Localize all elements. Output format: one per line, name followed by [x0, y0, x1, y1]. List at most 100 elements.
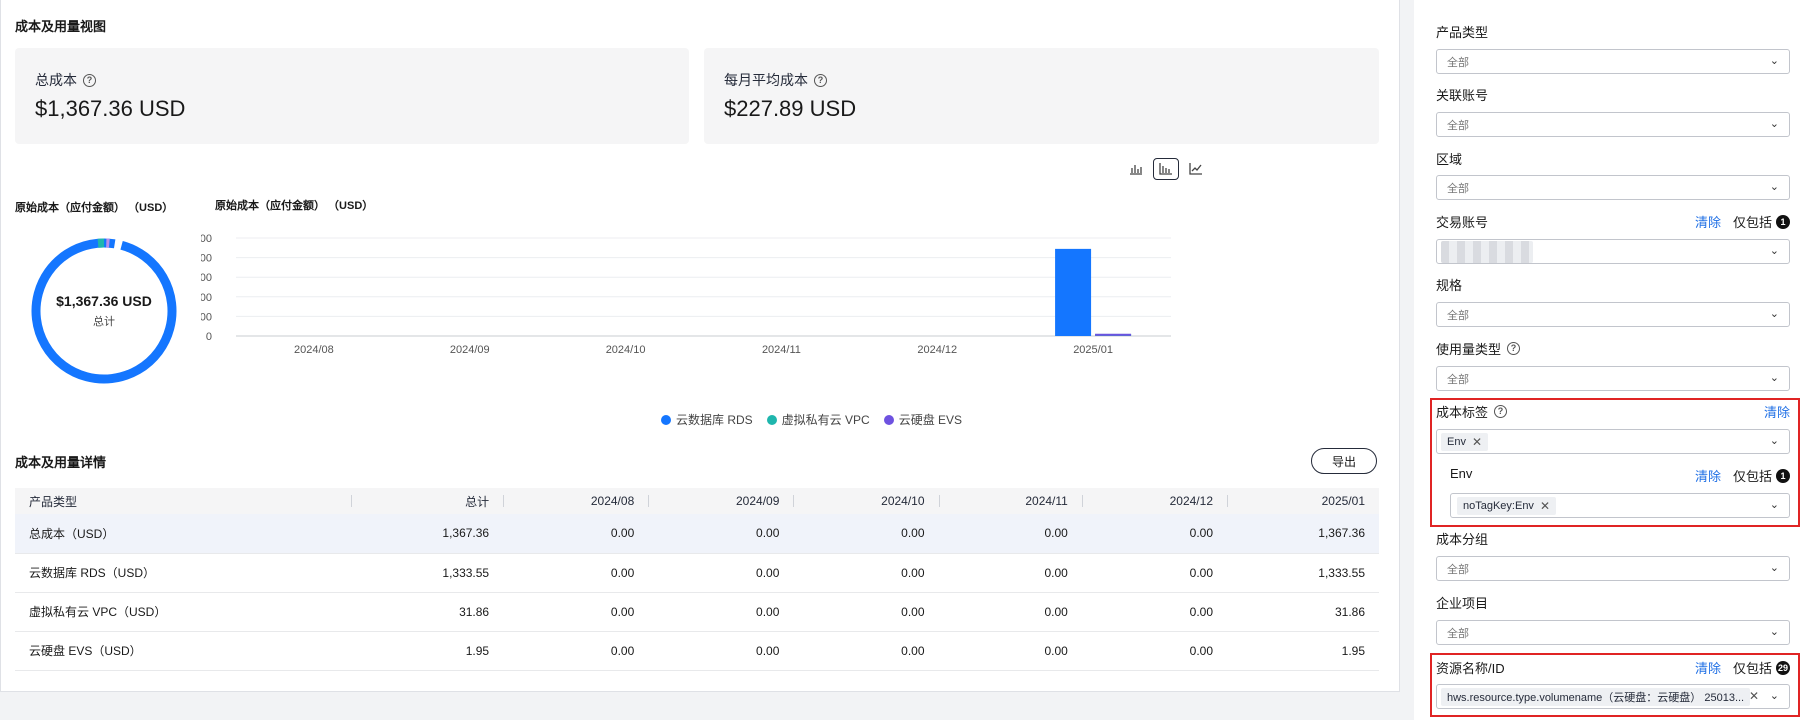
filter-label-spec: 规格	[1436, 278, 1463, 293]
table-row: 云数据库 RDS（USD） 1,333.55 0.00 0.00 0.00 0.00 0.0…	[15, 553, 1379, 593]
y-tick-label: 1,200	[201, 253, 212, 265]
details-table: 产品类型 总计 2024/08 2024/09 2024/10 2024/11 2024/1…	[15, 488, 1379, 671]
env-select[interactable]: noTagKey:Env ✕ ⌄	[1450, 493, 1790, 518]
only-include-toggle[interactable]: 仅包括 1	[1733, 466, 1790, 485]
column-header[interactable]: 2024/09	[648, 488, 794, 514]
table-cell: 0.00	[793, 553, 939, 593]
only-include-toggle[interactable]: 仅包括 1	[1733, 212, 1790, 231]
column-header[interactable]: 产品类型	[15, 488, 352, 514]
table-cell: 0.00	[793, 514, 939, 554]
resource-select[interactable]: hws.resource.type.volumename（云硬盘：云硬盘） 25…	[1436, 684, 1790, 709]
donut-slice-evs	[31, 238, 177, 384]
donut-slice-rds	[31, 238, 177, 384]
x-tick-label: 2024/08	[294, 344, 334, 356]
donut-title: 原始成本（应付金额） （USD）	[15, 202, 174, 214]
chevron-down-icon: ⌄	[1769, 308, 1779, 320]
details-title: 成本及用量详情	[15, 455, 107, 470]
cost-group-select[interactable]: 全部 ⌄	[1436, 556, 1790, 581]
column-chart-icon[interactable]	[1153, 158, 1179, 180]
table-cell: 0.00	[938, 631, 1082, 671]
spec-select[interactable]: 全部 ⌄	[1436, 302, 1790, 327]
table-cell: 0.00	[503, 631, 649, 671]
cost-tag-select[interactable]: Env ✕ ⌄	[1436, 429, 1790, 454]
table-cell: 0.00	[1081, 592, 1227, 632]
column-header[interactable]: 2024/10	[793, 488, 939, 514]
clear-link[interactable]: 清除	[1763, 405, 1790, 420]
column-header[interactable]: 2024/08	[503, 488, 649, 514]
filter-label-usage-type: 使用量类型?	[1436, 339, 1521, 358]
chart-legend: 云数据库 RDS 虚拟私有云 VPC 云硬盘 EVS	[661, 411, 962, 428]
table-cell: 0.00	[938, 514, 1082, 554]
selected-tag: noTagKey:Env ✕	[1457, 496, 1556, 515]
filter-label-linked-account: 关联账号	[1436, 88, 1489, 103]
count-badge: 29	[1775, 660, 1790, 675]
table-cell: 总成本（USD）	[15, 514, 352, 554]
filter-label-enterprise-project: 企业项目	[1436, 596, 1489, 611]
clear-selection-icon[interactable]: ✕	[1748, 689, 1759, 703]
bar-chart: 0 300 600 900 1,200 1,500 2024/08 2024/09 2024/1…	[201, 233, 1171, 356]
donut-chart: $1,367.36 USD 总计	[29, 236, 179, 386]
avg-cost-card: 每月平均成本? $227.89 USD	[704, 48, 1379, 144]
table-cell: 云数据库 RDS（USD）	[15, 553, 352, 593]
line-chart-icon[interactable]	[1183, 158, 1209, 180]
y-tick-label: 0	[206, 331, 212, 343]
legend-item[interactable]: 云数据库 RDS	[661, 411, 753, 428]
legend-item[interactable]: 云硬盘 EVS	[883, 411, 962, 428]
legend-item[interactable]: 虚拟私有云 VPC	[766, 411, 870, 428]
linked-account-select[interactable]: 全部 ⌄	[1436, 112, 1790, 137]
y-tick-label: 900	[201, 272, 212, 284]
donut-total-label: 总计	[93, 316, 115, 328]
product-type-select[interactable]: 全部 ⌄	[1436, 49, 1790, 74]
table-cell: 1,367.36	[351, 514, 504, 554]
bar-chart-title: 原始成本（应付金额） （USD）	[215, 200, 374, 212]
region-select[interactable]: 全部 ⌄	[1436, 175, 1790, 200]
filter-label-cost-tag: 成本标签?	[1436, 402, 1508, 421]
only-include-toggle[interactable]: 仅包括 29	[1732, 660, 1790, 676]
bar-chart-icon[interactable]	[1123, 158, 1149, 180]
main-panel: 成本及用量视图 总成本? $1,367.36 USD 每月平均成本? $227.…	[0, 0, 1400, 692]
column-header[interactable]: 2025/01	[1227, 488, 1379, 514]
table-cell: 1,333.55	[1227, 553, 1379, 593]
clear-link[interactable]: 清除	[1694, 215, 1721, 230]
x-tick-label: 2024/11	[762, 344, 801, 356]
redacted-account	[1441, 240, 1533, 263]
table-cell: 0.00	[503, 553, 649, 593]
table-cell: 0.00	[648, 514, 794, 554]
table-cell: 1.95	[1227, 631, 1379, 671]
selected-tag: Env ✕	[1441, 432, 1489, 451]
donut-total: $1,367.36 USD	[56, 293, 152, 309]
column-header[interactable]: 2024/11	[938, 488, 1082, 514]
trade-account-select[interactable]: ⌄	[1436, 239, 1790, 264]
usage-type-select[interactable]: 全部 ⌄	[1436, 366, 1790, 391]
table-cell: 1.95	[351, 631, 504, 671]
filter-label-region: 区域	[1436, 152, 1463, 167]
table-cell: 0.00	[648, 592, 794, 632]
chart-view-toggle	[1123, 158, 1209, 180]
total-cost-value: $1,367.36 USD	[35, 96, 186, 121]
chevron-down-icon: ⌄	[1769, 372, 1779, 384]
highlight-box	[1430, 398, 1800, 527]
table-cell: 31.86	[1227, 592, 1379, 632]
table-cell: 1,367.36	[1227, 514, 1379, 554]
help-icon[interactable]: ?	[1507, 342, 1521, 355]
x-tick-label: 2024/12	[917, 344, 957, 356]
enterprise-project-select[interactable]: 全部 ⌄	[1436, 620, 1790, 645]
total-cost-card: 总成本? $1,367.36 USD	[15, 48, 689, 144]
help-icon[interactable]: ?	[1494, 405, 1508, 418]
help-icon[interactable]: ?	[83, 73, 96, 87]
remove-tag-icon[interactable]: ✕	[1539, 498, 1550, 513]
table-cell: 0.00	[793, 592, 939, 632]
clear-link[interactable]: 清除	[1694, 661, 1721, 676]
chart-bar	[1055, 248, 1092, 336]
y-tick-label: 1,500	[201, 233, 212, 245]
clear-link[interactable]: 清除	[1694, 469, 1721, 484]
selected-tag: hws.resource.type.volumename（云硬盘：云硬盘） 25…	[1441, 687, 1751, 706]
x-tick-label: 2024/09	[450, 344, 490, 356]
export-button[interactable]: 导出	[1311, 448, 1377, 474]
help-icon[interactable]: ?	[814, 73, 827, 87]
chevron-down-icon: ⌄	[1769, 690, 1779, 702]
remove-tag-icon[interactable]: ✕	[1471, 434, 1483, 449]
column-header[interactable]: 总计	[351, 488, 504, 514]
chevron-down-icon: ⌄	[1769, 55, 1779, 67]
column-header[interactable]: 2024/12	[1081, 488, 1227, 514]
